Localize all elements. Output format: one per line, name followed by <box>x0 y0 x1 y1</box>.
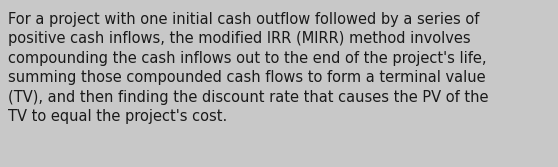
Text: For a project with one initial cash outflow followed by a series of
positive cas: For a project with one initial cash outf… <box>8 12 489 124</box>
